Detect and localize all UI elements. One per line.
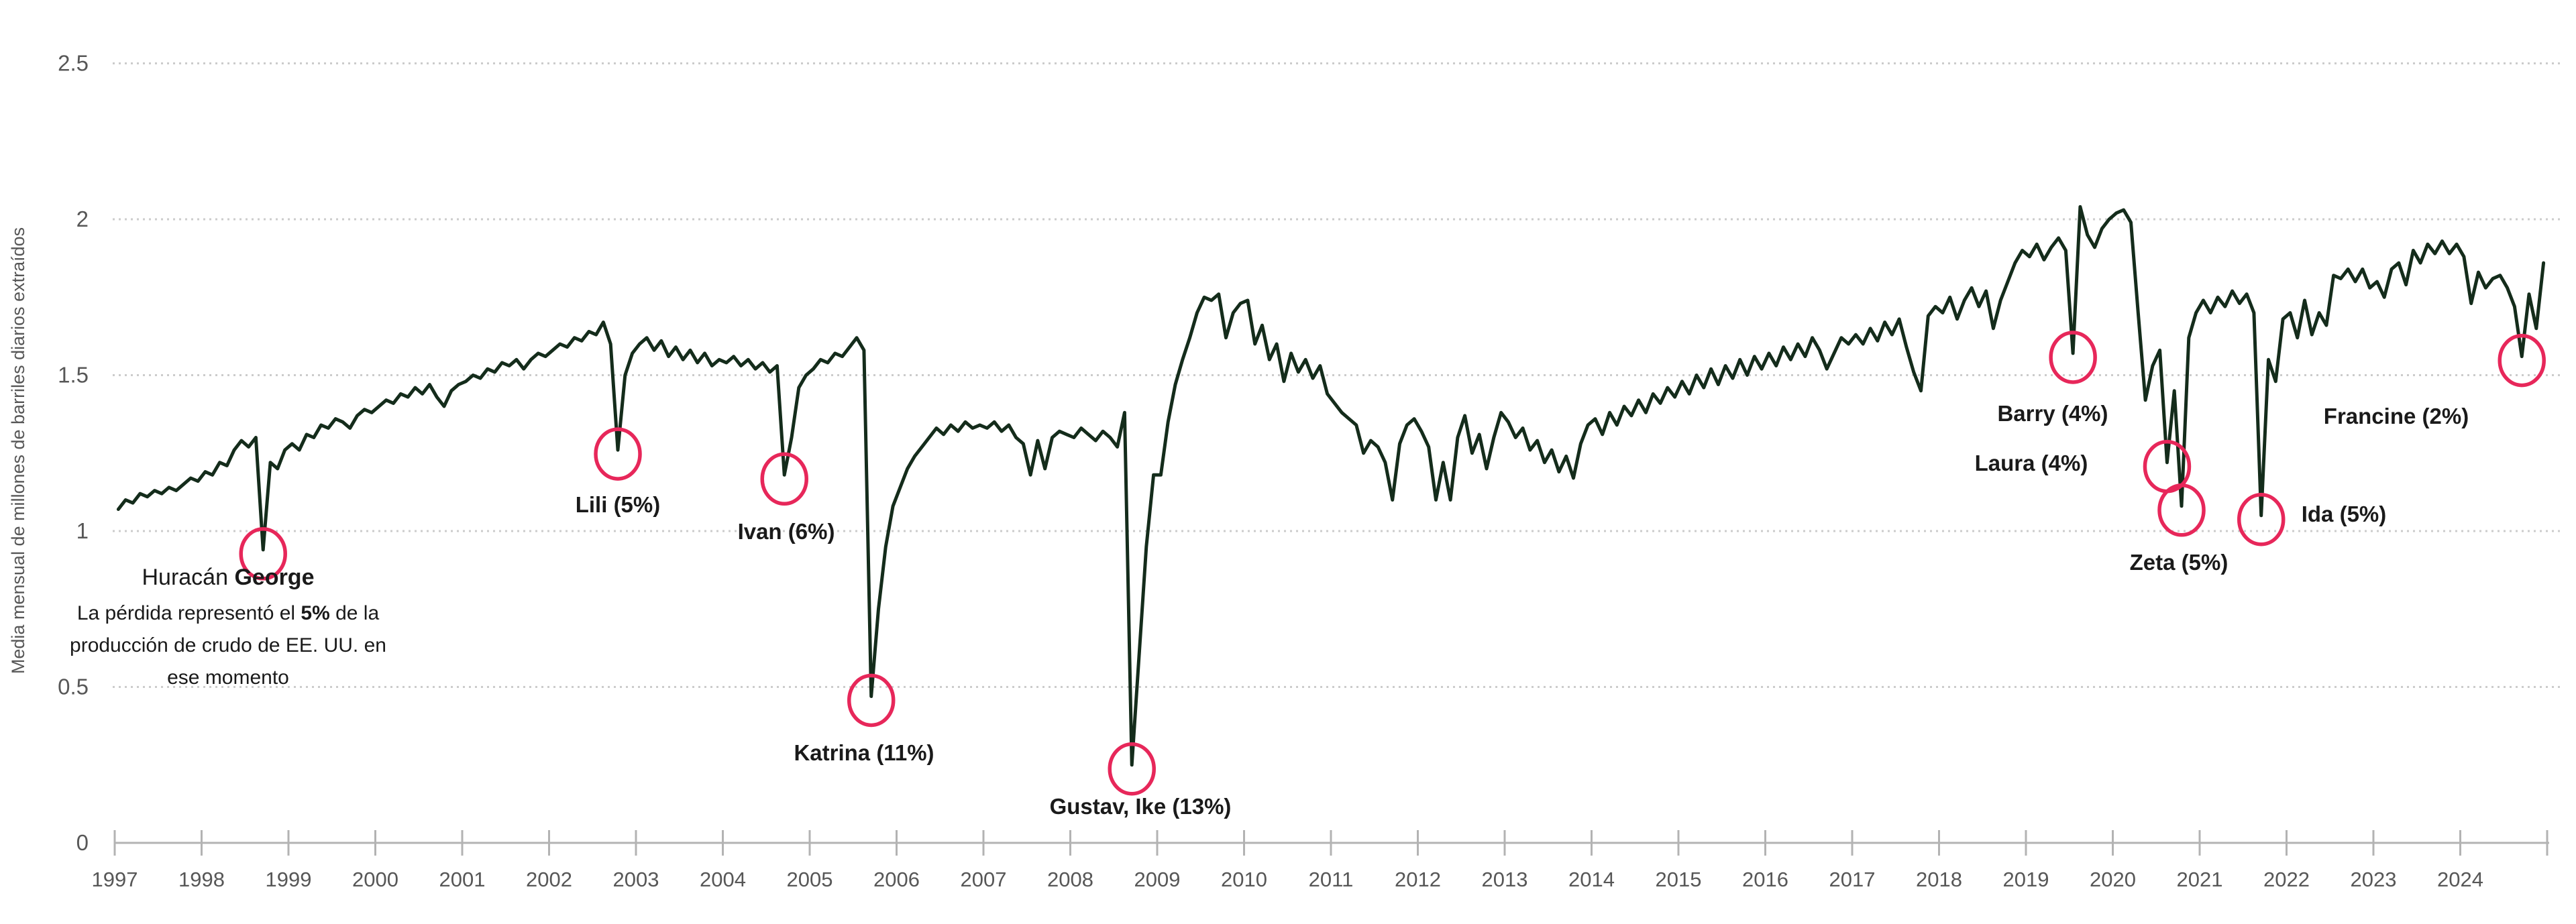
x-tick-label-2007: 2007 — [961, 868, 1007, 891]
hurricane-circle-gustav-ike — [1108, 742, 1156, 796]
y-tick-label: 0 — [76, 830, 89, 855]
x-tick-label-2000: 2000 — [352, 868, 398, 891]
x-tick-label-2006: 2006 — [873, 868, 920, 891]
x-tick-label-2011: 2011 — [1309, 868, 1354, 891]
hurricane-circle-lili — [594, 427, 642, 481]
y-tick-label: 1.5 — [58, 363, 89, 388]
x-tick-label-2002: 2002 — [526, 868, 572, 891]
hurricane-label-katrina: Katrina (11%) — [794, 740, 934, 765]
x-tick-label-2013: 2013 — [1482, 868, 1528, 891]
hurricane-circle-zeta — [2157, 483, 2206, 537]
hurricane-label-ivan: Ivan (6%) — [738, 519, 835, 544]
x-tick-label-2009: 2009 — [1134, 868, 1181, 891]
hurricane-label-zeta: Zeta (5%) — [2130, 550, 2229, 575]
hurricane-label-francine: Francine (2%) — [2324, 404, 2469, 428]
hurricane-circle-katrina — [847, 673, 896, 728]
x-tick-label-2012: 2012 — [1395, 868, 1441, 891]
x-tick-label-2023: 2023 — [2351, 868, 2397, 891]
y-tick-label: 2.5 — [58, 51, 89, 76]
production-line — [116, 205, 2546, 767]
x-tick-label-1999: 1999 — [266, 868, 312, 891]
y-tick-label: 1 — [76, 518, 89, 543]
x-tick-label-2015: 2015 — [1656, 868, 1702, 891]
hurricane-circle-barry — [2049, 331, 2097, 384]
x-tick-label-2018: 2018 — [1916, 868, 1962, 891]
hurricane-label-laura: Laura (4%) — [1975, 451, 2088, 475]
x-tick-label-2022: 2022 — [2263, 868, 2310, 891]
x-tick-label-2010: 2010 — [1221, 868, 1267, 891]
x-tick-label-2014: 2014 — [1568, 868, 1615, 891]
hurricane-circle-george — [239, 527, 287, 581]
hurricane-circle-ivan — [760, 452, 808, 506]
hurricane-label-george: Huracán George — [142, 565, 314, 590]
y-tick-label: 0.5 — [58, 675, 89, 699]
hurricane-label-lili: Lili (5%) — [576, 492, 661, 517]
x-tick-label-2017: 2017 — [1829, 868, 1876, 891]
x-tick-label-1998: 1998 — [178, 868, 225, 891]
x-tick-label-2024: 2024 — [2437, 868, 2483, 891]
y-axis-title: Media mensual de millones de barriles di… — [8, 227, 28, 674]
hurricane-desc-line-george: producción de crudo de EE. UU. en — [70, 634, 386, 656]
x-tick-label-2020: 2020 — [2090, 868, 2136, 891]
x-tick-label-2005: 2005 — [787, 868, 833, 891]
hurricane-desc-line-george: La pérdida representó el 5% de la — [77, 602, 380, 624]
hurricane-label-barry: Barry (4%) — [1997, 401, 2108, 426]
x-tick-label-2003: 2003 — [613, 868, 659, 891]
hurricane-label-gustav-ike: Gustav, Ike (13%) — [1050, 794, 1232, 819]
x-tick-label-2008: 2008 — [1047, 868, 1093, 891]
x-tick-label-1997: 1997 — [92, 868, 138, 891]
y-tick-label: 2 — [76, 207, 89, 231]
hurricane-desc-line-george: ese momento — [167, 667, 289, 689]
hurricane-circle-francine — [2498, 333, 2546, 388]
x-tick-label-2001: 2001 — [439, 868, 486, 891]
hurricane-circle-ida — [2237, 493, 2286, 546]
x-tick-label-2019: 2019 — [2003, 868, 2049, 891]
x-tick-label-2004: 2004 — [700, 868, 746, 891]
x-tick-label-2021: 2021 — [2177, 868, 2223, 891]
x-tick-label-2016: 2016 — [1742, 868, 1788, 891]
hurricane-label-ida: Ida (5%) — [2302, 502, 2387, 526]
